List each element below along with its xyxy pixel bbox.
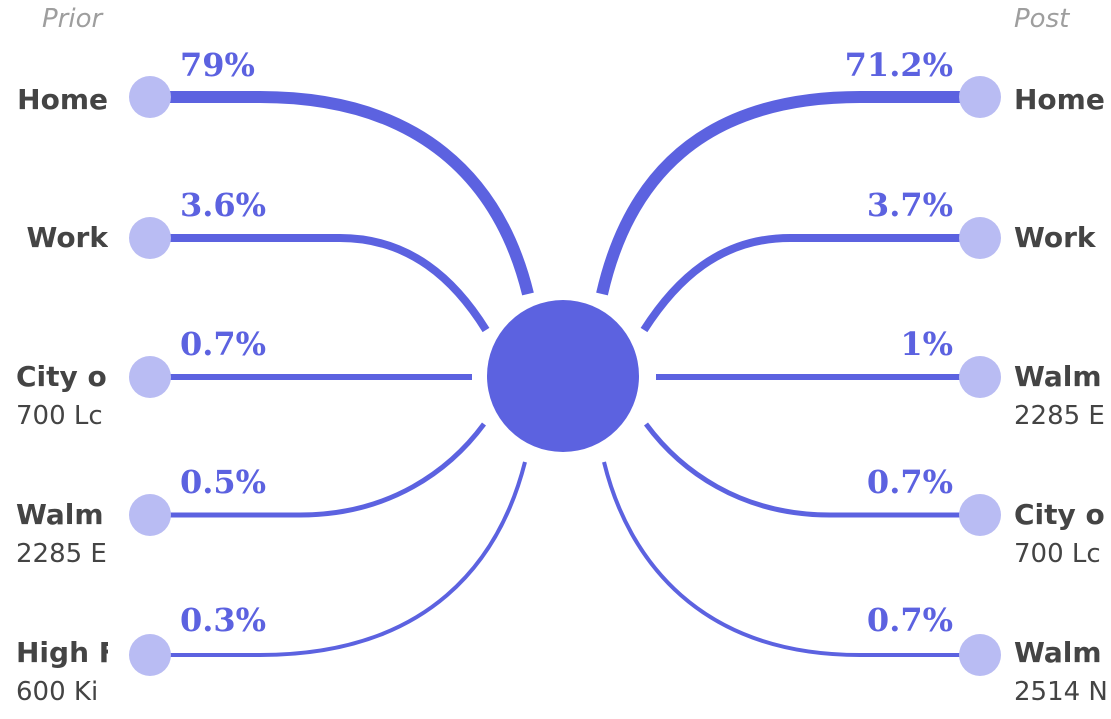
prior-place-3: City o 700 Lc [16, 360, 108, 433]
prior-place-address: 700 Lc [16, 401, 103, 431]
post-place-4: City o 700 Lc [1014, 498, 1106, 571]
prior-percent-4: 0.5% [180, 463, 267, 501]
post-flow-line-1 [596, 91, 980, 296]
post-place-2: Work [1014, 221, 1106, 255]
post-place-name: Walm [1014, 636, 1102, 669]
prior-node-2 [129, 217, 171, 259]
prior-place-2: Work [16, 221, 108, 255]
post-title: Post [1014, 4, 1070, 34]
center-node [487, 300, 639, 452]
post-place-address: 2514 N [1014, 677, 1106, 707]
post-percent-4: 0.7% [866, 463, 953, 501]
post-percent-3: 1% [900, 325, 953, 363]
prior-node-4 [129, 494, 171, 536]
prior-percent-3: 0.7% [180, 325, 267, 363]
post-percent-1: 71.2% [844, 46, 953, 84]
post-node-5 [959, 634, 1001, 676]
post-place-name: Home [1014, 83, 1105, 116]
prior-place-name: High F [16, 636, 108, 669]
prior-place-name: Walm [16, 498, 104, 531]
post-place-3: Walm 2285 E [1014, 360, 1106, 433]
post-flow-line-4 [643, 422, 980, 518]
post-node-4 [959, 494, 1001, 536]
prior-node-5 [129, 634, 171, 676]
prior-percent-1: 79% [180, 46, 255, 84]
prior-flow-line-2 [150, 234, 490, 333]
prior-node-1 [129, 76, 171, 118]
post-flow-line-2 [640, 234, 980, 333]
post-percent-2: 3.7% [866, 186, 953, 224]
post-place-name: Work [1014, 221, 1096, 254]
post-place-name: Walm [1014, 360, 1102, 393]
prior-place-5: High F 600 Ki [16, 636, 108, 709]
prior-place-address: 600 Ki [16, 677, 99, 707]
post-node-1 [959, 76, 1001, 118]
post-place-address: 700 Lc [1014, 539, 1101, 569]
prior-place-address: 2285 E [16, 539, 107, 569]
prior-place-name: Work [26, 221, 108, 254]
post-percent-5: 0.7% [866, 601, 953, 639]
prior-place-4: Walm 2285 E [16, 498, 108, 571]
prior-place-1: Home [16, 83, 108, 117]
prior-flow-line-4 [150, 422, 487, 518]
prior-place-name: City o [16, 360, 107, 393]
post-flow-line-5 [602, 461, 980, 657]
post-place-1: Home [1014, 83, 1106, 117]
post-node-3 [959, 356, 1001, 398]
prior-percent-2: 3.6% [180, 186, 267, 224]
prior-place-name: Home [17, 83, 108, 116]
post-place-name: City o [1014, 498, 1105, 531]
post-node-2 [959, 217, 1001, 259]
prior-percent-5: 0.3% [180, 601, 267, 639]
prior-flow-line-5 [150, 461, 527, 657]
prior-node-3 [129, 356, 171, 398]
post-place-address: 2285 E [1014, 401, 1105, 431]
prior-flow-line-1 [150, 91, 534, 296]
post-place-5: Walm 2514 N [1014, 636, 1106, 709]
prior-title: Prior [42, 4, 103, 34]
